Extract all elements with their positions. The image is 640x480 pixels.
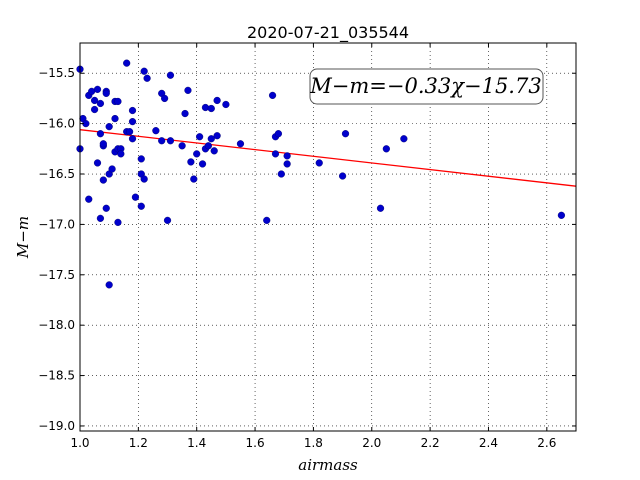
data-point [283, 152, 291, 160]
data-point [96, 214, 105, 222]
data-point [263, 216, 271, 224]
data-point [193, 150, 201, 158]
data-point [108, 165, 116, 173]
data-point [190, 175, 198, 183]
data-point [137, 155, 145, 163]
data-point [222, 100, 230, 109]
data-point [338, 172, 347, 180]
data-point [96, 99, 105, 108]
data-point [210, 147, 218, 155]
y-tick-label: −16.0 [38, 117, 75, 131]
data-point [128, 106, 137, 115]
x-axis-label: airmass [298, 456, 358, 474]
data-point [376, 204, 385, 212]
data-point [105, 123, 113, 131]
data-point [143, 74, 151, 82]
data-point [341, 130, 350, 138]
data-point [268, 91, 277, 100]
x-tick-labels: 1.0 1.2 1.4 1.6 1.8 2.0 2.2 2.4 2.6 [70, 436, 556, 450]
data-point [152, 127, 160, 135]
data-point [204, 142, 212, 150]
data-point [196, 133, 204, 141]
data-point [93, 85, 102, 93]
data-point [198, 160, 207, 168]
data-point [236, 140, 245, 148]
data-point [382, 145, 390, 153]
y-tick-label: −16.5 [38, 167, 75, 181]
data-point [315, 159, 323, 167]
fit-annotation: M−m=−0.33χ−15.73 [309, 68, 544, 105]
data-point [158, 137, 166, 145]
y-axis-label: M−m [14, 216, 32, 259]
data-point [128, 135, 137, 143]
data-point [90, 105, 99, 114]
data-point [187, 158, 195, 166]
y-tick-label: −15.5 [38, 66, 75, 80]
data-point [90, 96, 99, 105]
data-point [96, 130, 105, 138]
fit-equation: M−m=−0.33χ−15.73 [309, 74, 541, 98]
data-point [213, 132, 221, 140]
data-point [111, 114, 119, 123]
x-tick-label: 2.0 [362, 436, 381, 450]
x-tick-label: 2.4 [479, 436, 498, 450]
data-point [85, 195, 93, 203]
data-point [114, 218, 122, 226]
x-tick-label: 1.4 [187, 436, 206, 450]
y-tick-labels: −15.5 −16.0 −16.5 −17.0 −17.5 −18.0 −18.5 −19.0 [38, 66, 75, 433]
x-tick-label: 1.6 [246, 436, 265, 450]
chart-title: 2020-07-21_035544 [247, 23, 409, 43]
data-point [105, 281, 113, 289]
data-point [207, 135, 215, 143]
y-tick-label: −18.0 [38, 318, 75, 332]
data-point [557, 211, 566, 219]
x-tick-label: 2.2 [421, 436, 440, 450]
data-point [123, 59, 131, 67]
data-point [207, 104, 215, 113]
axis-ticks [79, 43, 576, 431]
plot-area [80, 43, 576, 431]
data-point [166, 137, 175, 145]
data-point [131, 193, 140, 201]
data-point [102, 89, 110, 97]
data-point [161, 94, 169, 103]
data-point [114, 97, 122, 106]
data-point [184, 86, 192, 94]
data-point [277, 170, 285, 178]
data-point [178, 142, 186, 150]
data-point [117, 150, 125, 158]
data-point [400, 135, 408, 143]
x-tick-label: 2.6 [537, 436, 556, 450]
plot-frame [79, 42, 577, 432]
data-point [213, 96, 221, 105]
data-point [102, 204, 110, 212]
data-point [137, 202, 145, 210]
data-point [126, 128, 134, 136]
data-point [163, 216, 172, 224]
data-point [140, 67, 148, 75]
data-points [76, 59, 566, 289]
y-tick-label: −19.0 [38, 419, 75, 433]
x-tick-label: 1.8 [304, 436, 323, 450]
data-point [93, 159, 102, 167]
data-point [99, 176, 107, 184]
data-point [128, 118, 137, 126]
data-point [99, 140, 107, 148]
y-tick-label: −18.5 [38, 369, 75, 383]
y-tick-label: −17.5 [38, 268, 75, 282]
annotation-box [309, 68, 544, 105]
data-point [271, 150, 280, 158]
data-point [283, 160, 291, 168]
data-point [140, 175, 148, 183]
y-tick-label: −17.0 [38, 217, 75, 231]
data-point [181, 109, 189, 118]
x-tick-label: 1.2 [129, 436, 148, 450]
x-tick-label: 1.0 [70, 436, 89, 450]
data-point [166, 71, 175, 79]
data-point [274, 130, 283, 138]
